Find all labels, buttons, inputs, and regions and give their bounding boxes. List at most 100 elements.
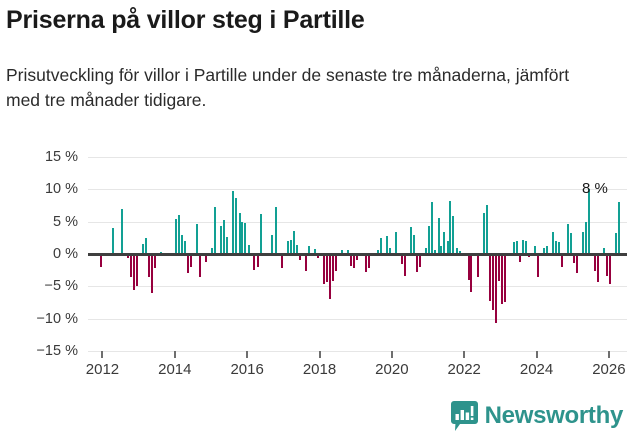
chart-bar: [470, 254, 473, 292]
chart-bar: [244, 222, 247, 254]
chart-bar: [449, 200, 452, 254]
chart-bar: [603, 247, 606, 254]
chart-bar: [494, 254, 497, 323]
chart-bar: [121, 208, 123, 254]
gridline: [88, 318, 627, 320]
chart-bar: [349, 254, 352, 266]
chart-bar: [178, 215, 181, 254]
chart-bar: [467, 254, 470, 280]
chart-bar: [452, 216, 455, 254]
chart-bar: [615, 233, 618, 254]
chart-bar: [144, 238, 147, 254]
chart-bar: [609, 254, 612, 284]
gridline: [88, 351, 627, 352]
chart-bar: [196, 224, 199, 254]
chart-bar: [380, 238, 382, 254]
chart-bar: [329, 254, 331, 300]
chart-bar: [356, 254, 359, 261]
chart-bar: [594, 254, 597, 271]
chart-bar: [488, 254, 491, 301]
x-axis-tick-label: 2018: [302, 361, 337, 378]
chart-bar: [347, 250, 350, 254]
chart-bar: [232, 190, 235, 254]
chart-bar: [500, 254, 503, 305]
chart-bar: [325, 254, 328, 283]
zero-line: [88, 253, 627, 256]
chart-bar: [518, 254, 521, 262]
chart-bar: [597, 254, 600, 283]
chart-bar: [223, 220, 226, 254]
chart-bar: [286, 241, 289, 254]
chart-bar: [199, 254, 202, 278]
chart-bar: [304, 254, 307, 271]
chart-bar: [274, 207, 277, 254]
data-value-annotation: 8 %: [581, 180, 608, 198]
x-axis-tick-mark: [101, 351, 104, 358]
chart-bar: [585, 221, 588, 254]
chart-bar: [130, 254, 133, 278]
chart-plot-area: 15 % 10 % 5 % 0 % −5 % −10 % −15 % 2012 2014 2016…: [0, 145, 631, 395]
chart-bar: [386, 235, 389, 254]
x-axis-tick-mark: [390, 351, 393, 358]
chart-bar: [153, 254, 156, 269]
chart-bar: [606, 254, 609, 276]
chart-bar: [560, 254, 563, 267]
x-axis-tick-mark: [246, 351, 249, 358]
chart-bar: [588, 189, 591, 254]
chart-bar: [395, 232, 398, 254]
chart-bar: [135, 254, 138, 287]
chart-bar: [292, 230, 295, 254]
chart-gridlines: [0, 145, 631, 395]
brand-name: Newsworthy: [484, 402, 624, 429]
chart-bar: [576, 254, 579, 274]
chart-bar: [413, 234, 416, 254]
chart-bar: [546, 246, 549, 254]
chart-bar: [389, 247, 392, 254]
chart-bar: [377, 250, 380, 254]
chart-bar: [289, 239, 292, 254]
gridline: [88, 157, 627, 158]
chart-bar: [537, 254, 539, 278]
y-axis-tick-label: 10 %: [44, 181, 78, 198]
chart-bar: [214, 207, 217, 254]
chart-bar: [503, 254, 506, 302]
y-axis-tick-label: 5 %: [53, 213, 78, 230]
chart-bar: [491, 254, 494, 310]
y-axis-tick-label: −10 %: [36, 310, 78, 327]
chart-bar: [437, 217, 440, 254]
x-axis-tick-label: 2026: [592, 361, 626, 378]
y-axis-tick-label: 0 %: [53, 246, 78, 262]
chart-bar: [416, 254, 419, 273]
chart-bar: [313, 248, 316, 254]
chart-bar: [485, 204, 488, 254]
chart-bar: [190, 254, 193, 267]
chart-bar: [340, 250, 343, 254]
chart-bar: [220, 225, 223, 254]
chart-bar: [184, 241, 187, 254]
chart-bar: [211, 247, 214, 254]
chart-bar: [259, 213, 262, 254]
chart-bar: [440, 246, 443, 254]
chart-bar: [476, 254, 479, 278]
chart-bar: [557, 242, 560, 254]
chart-bar: [567, 224, 570, 254]
bar-chart-speech-bubble-icon: [450, 401, 478, 431]
chart-bar: [99, 254, 102, 267]
chart-bar: [521, 239, 524, 254]
chart-bar: [524, 241, 527, 254]
chart-bar: [175, 219, 178, 254]
chart-bar: [555, 241, 558, 254]
chart-bar: [401, 254, 404, 265]
chart-bar: [187, 254, 190, 274]
chart-bar: [151, 254, 154, 293]
chart-bar: [431, 202, 434, 254]
chart-bar: [148, 254, 151, 278]
x-axis-tick-mark: [535, 351, 538, 358]
chart-bar: [365, 254, 368, 273]
gridline: [88, 189, 627, 191]
x-axis-tick-label: 2014: [158, 361, 192, 378]
chart-bar: [111, 228, 114, 254]
chart-bar: [443, 232, 446, 254]
newsworthy-logo[interactable]: Newsworthy: [450, 401, 624, 431]
chart-bar: [458, 251, 461, 254]
